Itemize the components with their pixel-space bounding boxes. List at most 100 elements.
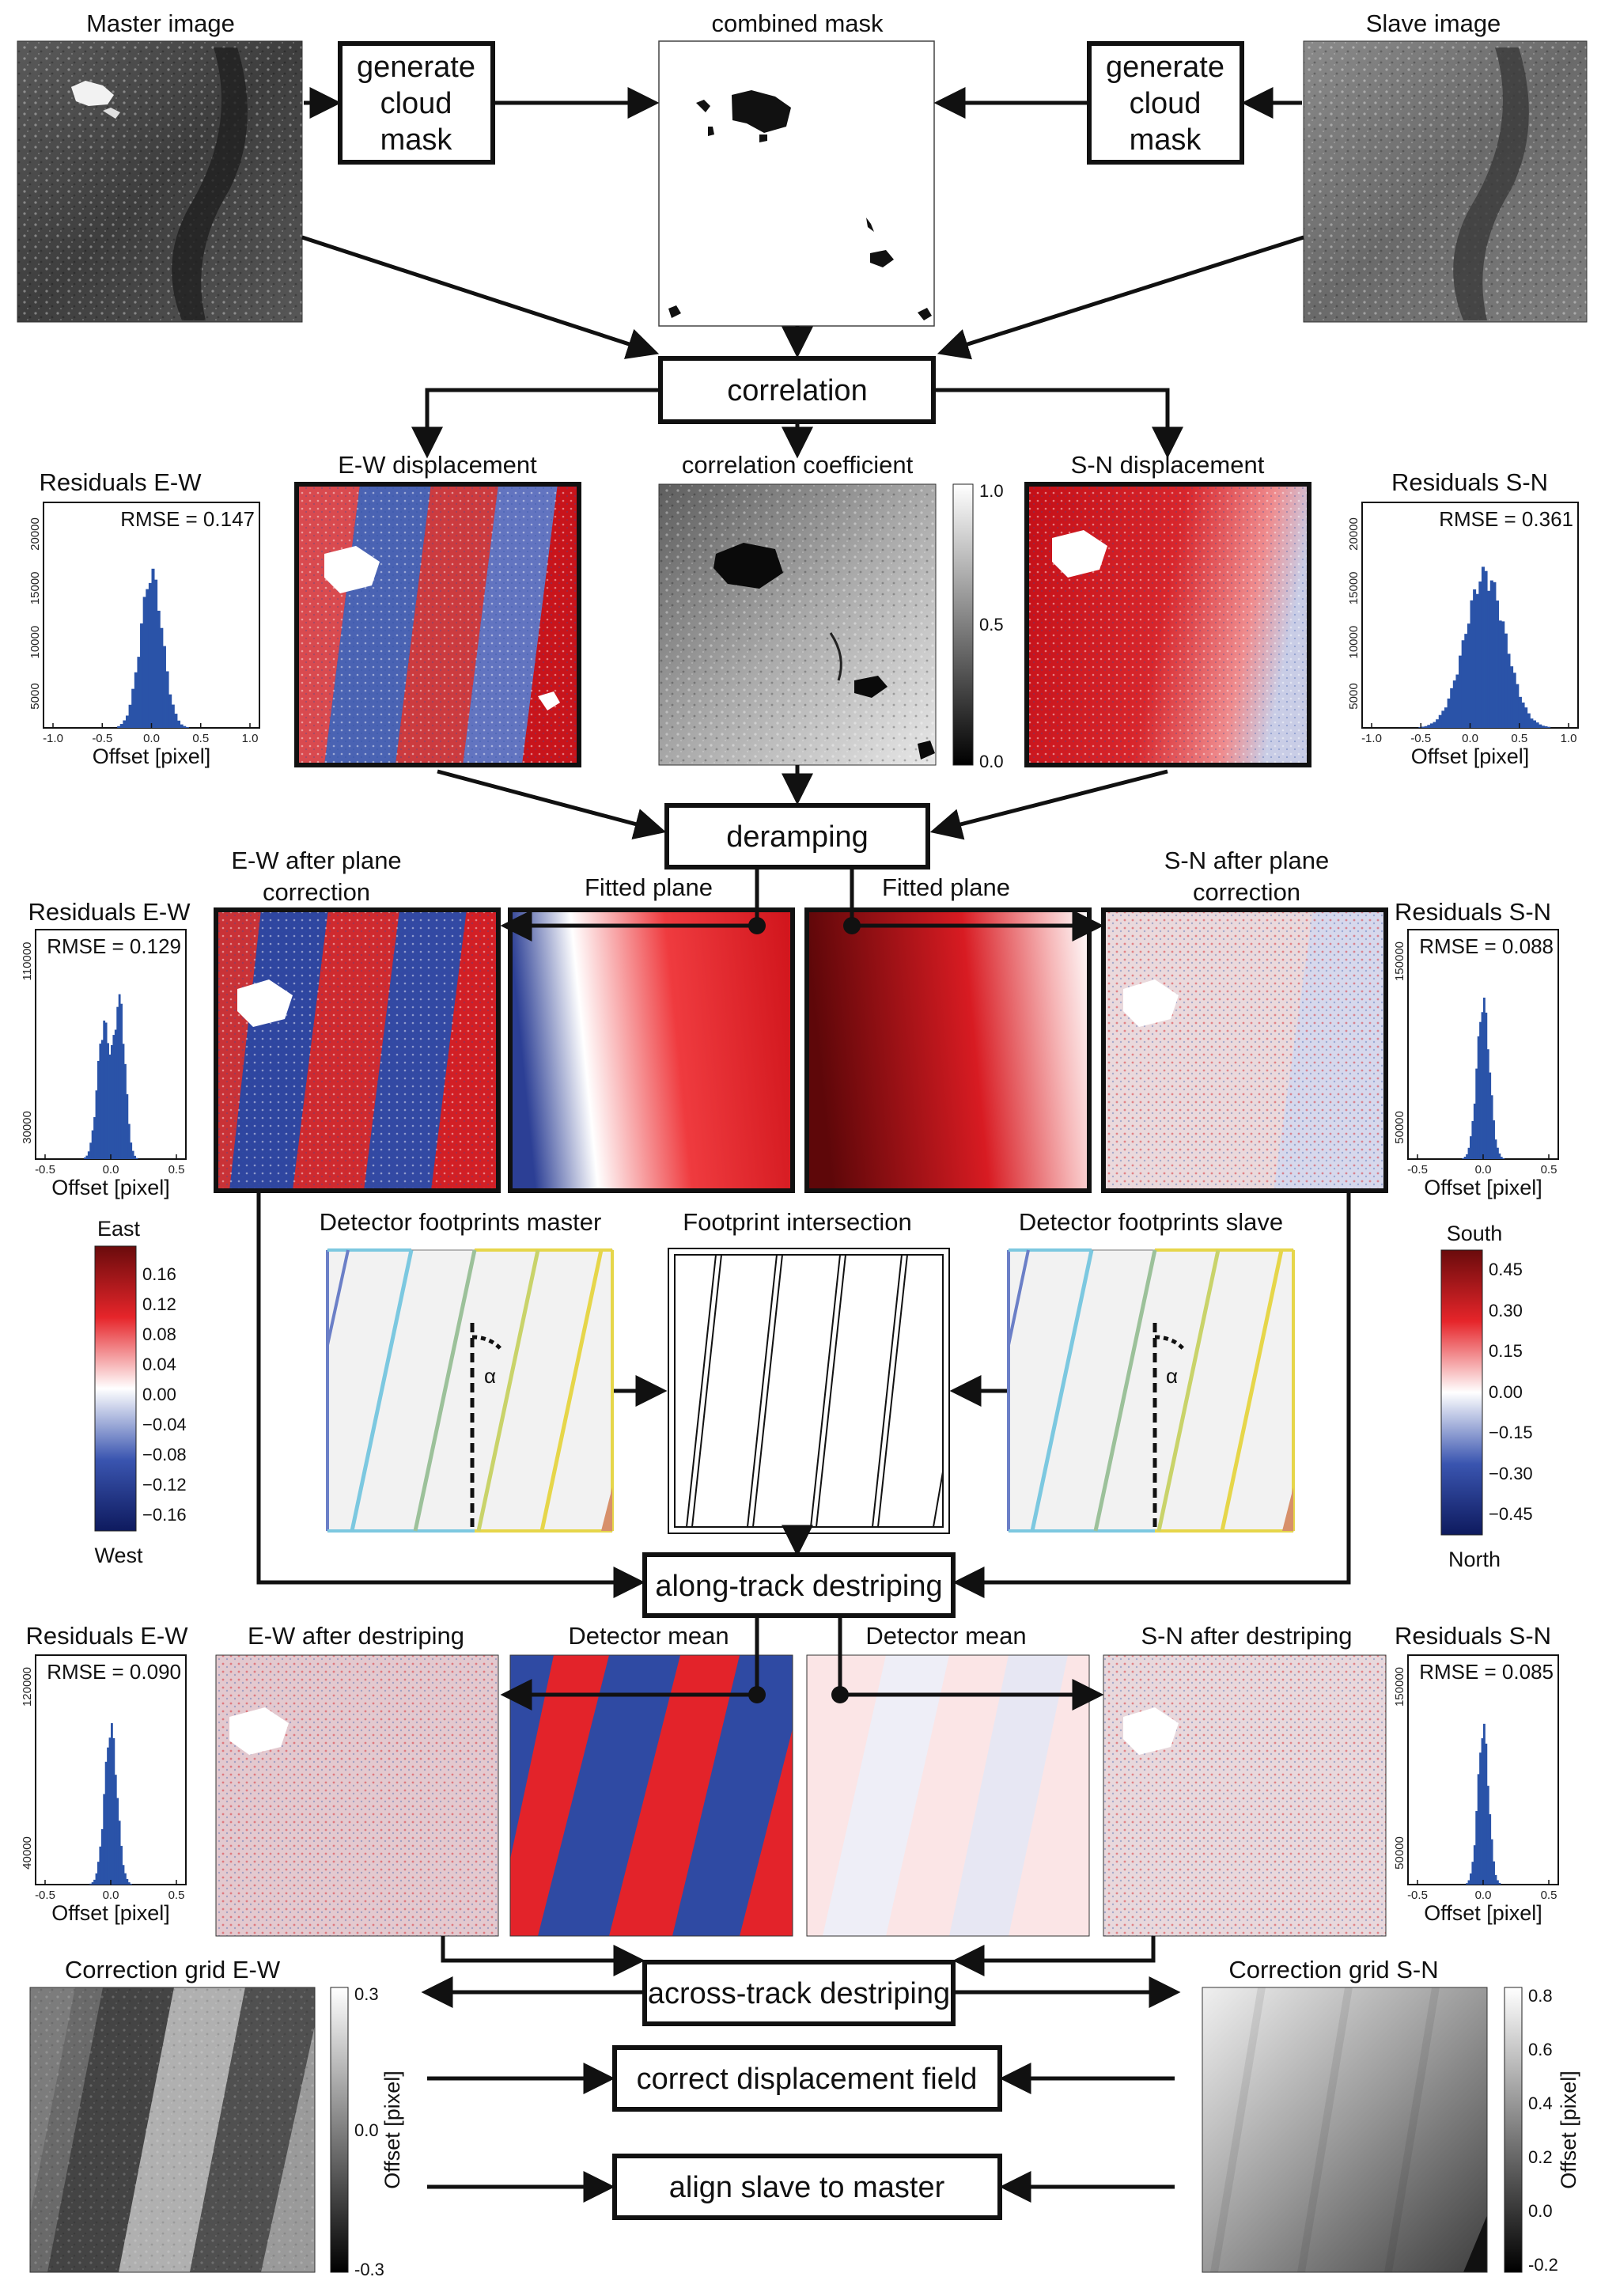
histogram-bar (116, 1006, 119, 1159)
histogram-bar (1447, 698, 1451, 728)
histogram-bar (1471, 1862, 1474, 1885)
sn-after-plane-title-2: correction (1193, 878, 1300, 906)
histogram-bar (97, 1060, 100, 1159)
x-tick-label: 0.5 (168, 1163, 185, 1176)
histogram-bar (127, 1882, 131, 1885)
histogram-bar (91, 1130, 94, 1159)
detector-footprints-master-title: Detector footprints master (320, 1208, 602, 1236)
histogram-bar (93, 1116, 96, 1159)
hist3-title: Residuals E-W (28, 898, 191, 926)
histogram-bar (97, 1862, 100, 1885)
hist6-title: Residuals S-N (1395, 1622, 1551, 1650)
detector-mean-ew-title: Detector mean (568, 1622, 729, 1650)
histogram-bar (1485, 1743, 1488, 1885)
histogram-bar (135, 1157, 138, 1159)
histogram-bar (108, 1737, 112, 1885)
histogram-bar (112, 1035, 115, 1159)
svg-text:0.0: 0.0 (1528, 2201, 1553, 2221)
histogram-bar (91, 1882, 94, 1885)
histogram-bar (1493, 582, 1497, 728)
histogram-bar (95, 1090, 98, 1159)
histogram-bar (93, 1879, 96, 1885)
histogram-residuals-ew-3: RMSE = 0.090 -0.5 0.0 0.5 40000 120000 Offset … (21, 1654, 187, 1925)
histogram-bar (84, 1157, 86, 1159)
histogram-bar (130, 1142, 133, 1159)
histogram-bar (120, 1846, 123, 1885)
x-axis-label: Offset [pixel] (93, 744, 211, 768)
histogram-bar (1464, 634, 1468, 728)
histogram-bar (1473, 1103, 1476, 1159)
histogram-bar (1524, 707, 1528, 728)
histogram-bar (183, 726, 187, 728)
histogram-bar (1424, 726, 1428, 728)
y-tick-label: 15000 (28, 571, 42, 604)
histogram-bar (134, 1155, 136, 1159)
x-tick-label: 0.5 (192, 732, 209, 745)
x-tick-label: 0.0 (1462, 732, 1478, 745)
histogram-bar (1486, 1049, 1489, 1159)
sn-displacement-image (1024, 482, 1311, 767)
svg-text:1.0: 1.0 (979, 481, 1004, 501)
histogram-bar (1535, 722, 1539, 728)
x-tick-label: -0.5 (1407, 1163, 1428, 1176)
histogram-bar (128, 704, 132, 728)
histogram-bar (174, 714, 178, 728)
svg-text:align slave to master: align slave to master (669, 2171, 945, 2204)
histogram-bar (151, 568, 155, 728)
histogram-bar (1450, 688, 1454, 728)
histogram-bar (107, 1747, 109, 1885)
histogram-bar (127, 1123, 131, 1159)
x-tick-label: 0.5 (1541, 1889, 1557, 1902)
histogram-bar (1493, 1120, 1495, 1159)
histogram-bar (1452, 680, 1456, 728)
histogram-bar (1470, 600, 1474, 728)
combined-mask-image (658, 40, 935, 327)
histogram-bar (104, 1761, 108, 1885)
y-tick-label: 50000 (1393, 1836, 1406, 1870)
histogram-bar (117, 726, 121, 728)
histogram-bar (1429, 723, 1433, 728)
detector-mean-ew-image (509, 1654, 793, 1937)
histogram-bar (1500, 1157, 1503, 1159)
correction-grid-ew-title: Correction grid E-W (65, 1956, 281, 1983)
ew-after-destriping-image (215, 1654, 499, 1937)
histogram-bar (142, 597, 146, 728)
histogram-bar (89, 1883, 93, 1885)
y-tick-label: 150000 (1393, 942, 1406, 981)
histogram-bar (1479, 1021, 1482, 1159)
histogram-bar (1497, 1880, 1499, 1885)
svg-text:mask: mask (380, 123, 453, 157)
histogram-bar (1473, 589, 1477, 728)
histogram-bar (1421, 726, 1425, 728)
histogram-bar (1455, 674, 1459, 728)
histogram-bar (1501, 621, 1505, 728)
svg-text:-0.2: -0.2 (1528, 2255, 1558, 2275)
histogram-bar (1467, 1880, 1470, 1885)
histogram-bar (116, 1798, 119, 1885)
fitted-plane-ew-image (508, 907, 795, 1193)
bottom-arrows (421, 1976, 1181, 2203)
histogram-bar (126, 1878, 129, 1885)
histogram-bar (126, 1094, 129, 1159)
master-image (17, 40, 303, 323)
x-tick-label: 1.0 (1561, 732, 1577, 745)
svg-text:0.12: 0.12 (142, 1294, 176, 1314)
histogram-bar (1481, 1012, 1484, 1159)
histogram-bar (103, 1794, 106, 1885)
histogram-bar (1483, 997, 1486, 1159)
histogram-bar (111, 1044, 113, 1159)
svg-text:−0.30: −0.30 (1489, 1464, 1533, 1483)
ew-displacement-title: E-W displacement (338, 451, 537, 479)
rmse-label: RMSE = 0.090 (47, 1660, 181, 1684)
histogram-bar (1475, 593, 1479, 728)
histogram-bar (118, 1821, 121, 1885)
x-tick-label: 0.0 (103, 1163, 119, 1176)
histogram-bar (99, 1846, 102, 1885)
svg-text:0.5: 0.5 (979, 615, 1004, 635)
histogram-bar (168, 694, 172, 728)
histogram-bar (1489, 580, 1493, 728)
histogram-bar (1544, 726, 1548, 728)
histogram-bar (1497, 1147, 1499, 1159)
hist1-title: Residuals E-W (40, 468, 202, 496)
histogram-bar (1483, 1723, 1486, 1885)
